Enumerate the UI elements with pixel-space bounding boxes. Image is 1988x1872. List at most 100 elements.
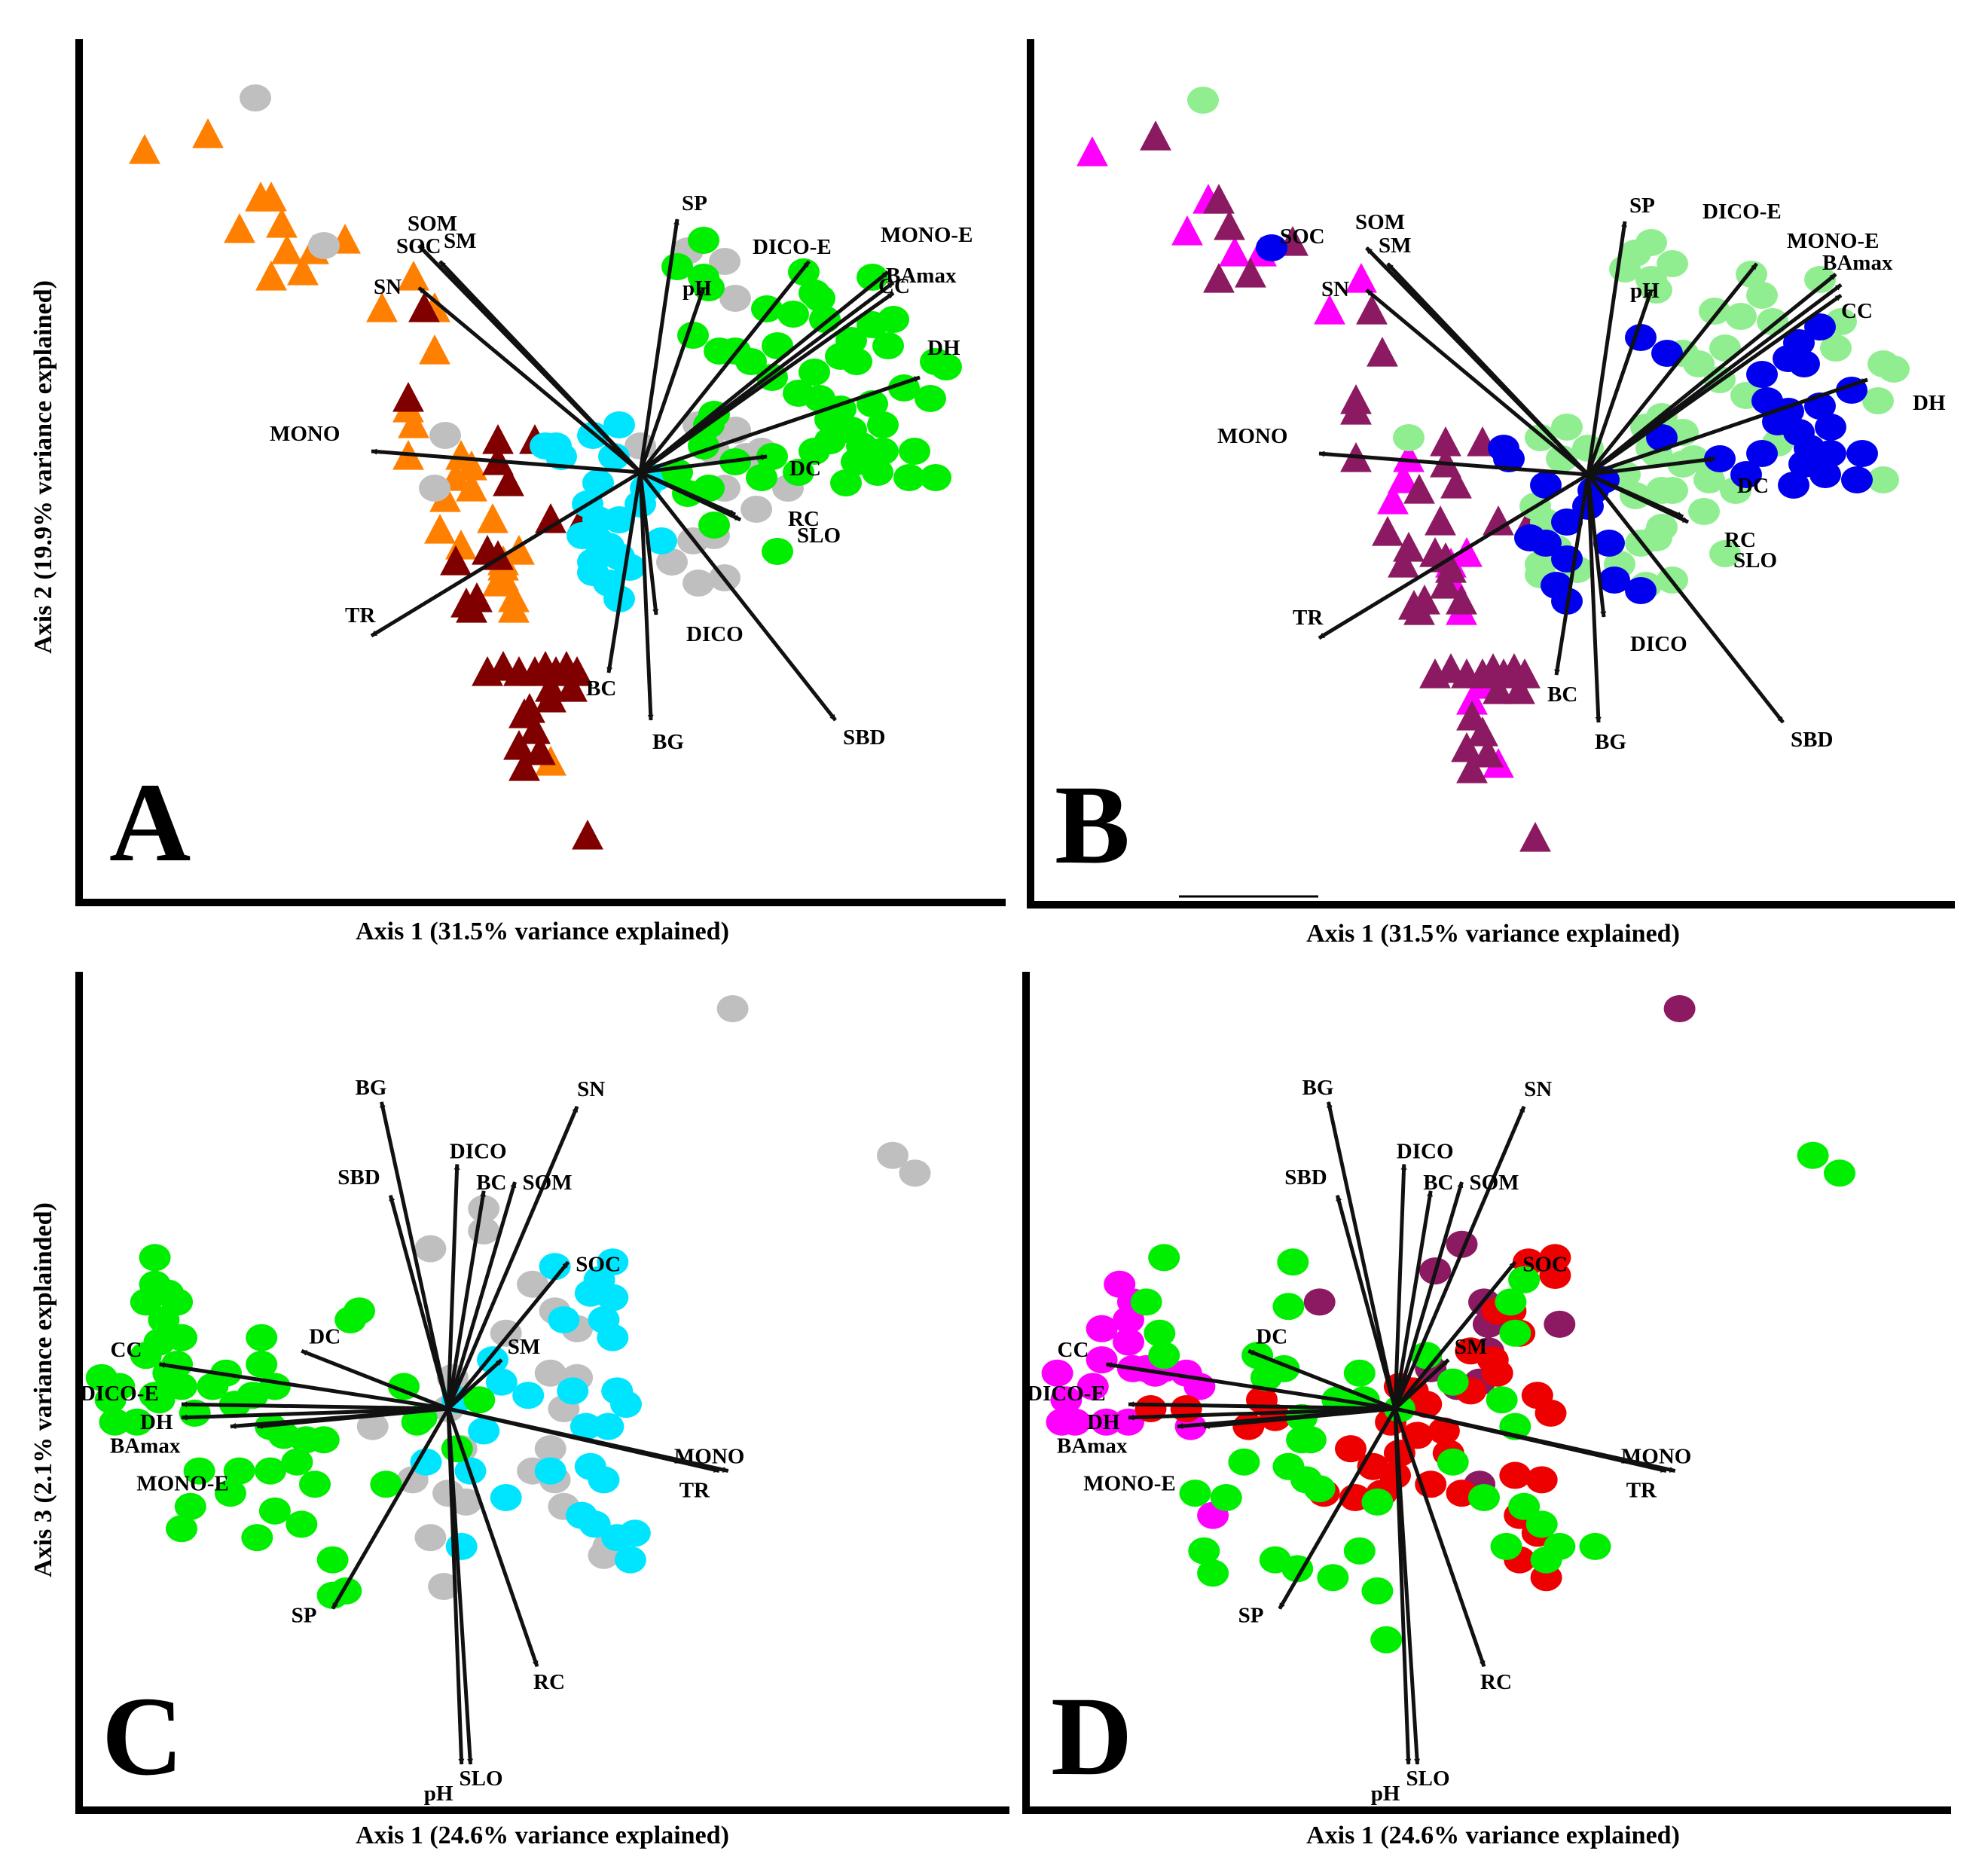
panel-d-vector-bc	[1393, 1190, 1433, 1409]
panel-c-point-green-circle-41	[370, 1470, 402, 1498]
panel-b-point-magenta-triangle-16	[1456, 685, 1488, 715]
panel-d-point-green-circle-26	[1370, 1626, 1403, 1654]
panel-c-point-cyan-circle-28	[485, 1368, 518, 1396]
panel-b-point-blue-circle-17	[1846, 440, 1878, 467]
panel-b-point-purple-triangle-0	[1140, 121, 1171, 151]
panel-a-vector-label-dico-e: DICO-E	[753, 235, 832, 259]
panel-b-vector-label-sp: SP	[1629, 194, 1655, 218]
panel-d-point-green-circle-0	[1797, 1141, 1829, 1169]
panel-c-point-cyan-circle-16	[588, 1466, 620, 1494]
panel-b-vector-mono-e	[1586, 273, 1837, 476]
panel-a-point-orange-triangle-24	[424, 514, 456, 544]
panel-b-point-magenta-triangle-6	[1345, 263, 1377, 293]
panel-b-point-lightgreen-circle-39	[1546, 445, 1577, 472]
panel-d-letter: D	[1051, 1674, 1132, 1799]
panel-a-point-green-circle-35	[698, 512, 730, 539]
panel-c-point-grey-circle-20	[414, 1524, 447, 1552]
panel-a-point-green-circle-37	[756, 443, 788, 470]
panel-b-point-blue-circle-26	[1530, 472, 1562, 499]
panel-c-vector-label-sbd: SBD	[337, 1165, 380, 1189]
panel-d-x-axis-title: Axis 1 (24.6% variance explained)	[1306, 1822, 1680, 1849]
panel-b-point-blue-circle-1	[1746, 361, 1778, 388]
panel-d-vector-label-dico: DICO	[1397, 1140, 1454, 1164]
panel-b-point-lightgreen-circle-1	[1393, 424, 1425, 451]
panel-a-point-grey-circle-5	[709, 248, 741, 275]
panel-d-point-green-circle-33	[1437, 1448, 1469, 1476]
panel-b-vector-bg	[1586, 474, 1602, 723]
panel-a-point-green-circle-10	[799, 359, 830, 386]
panel-b-point-lightgreen-circle-48	[1709, 540, 1741, 567]
panel-b-point-purple-triangle-41	[1372, 516, 1403, 546]
panel-b-point-blue-circle-13	[1746, 440, 1778, 467]
panel-c-point-green-circle-27	[281, 1448, 313, 1476]
panel-b-vector-dico-e	[1586, 262, 1758, 476]
panel-c-point-cyan-circle-13	[601, 1377, 634, 1405]
panel-b-point-purple-triangle-3	[1214, 210, 1245, 240]
panel-c-point-green-circle-7	[161, 1351, 194, 1378]
panel-a-point-green-circle-55	[857, 264, 888, 291]
panel-a-vector-mono	[371, 448, 641, 475]
panel-b-vector-dico	[1586, 474, 1607, 618]
panel-c-point-grey-circle-1	[877, 1141, 908, 1169]
panel-a-vector-label-dc: DC	[789, 457, 821, 481]
panel-d-vector-label-rc: RC	[1480, 1670, 1512, 1694]
panel-b-point-magenta-triangle-2	[1171, 215, 1203, 246]
panel-b-point-purple-triangle-42	[1393, 532, 1425, 562]
panel-d-point-green-circle-16	[1250, 1364, 1282, 1391]
panel-d-vector-label-dico-e: DICO-E	[1027, 1382, 1106, 1406]
panel-c-point-cyan-circle-14	[534, 1457, 566, 1485]
panel-d-point-green-circle-31	[1495, 1288, 1527, 1316]
panel-c-point-green-circle-51	[152, 1279, 185, 1307]
panel-b-vector-label-ph: pH	[1630, 279, 1660, 303]
panel-d-vector-label-dc: DC	[1256, 1324, 1287, 1348]
panel-c-point-green-circle-46	[246, 1324, 278, 1351]
panel-d-point-green-circle-25	[1361, 1577, 1394, 1605]
panel-d-point-purple-circle-11	[1544, 1310, 1576, 1338]
panel-a-vector-tr	[370, 470, 642, 638]
panel-b-point-purple-triangle-35	[1472, 738, 1504, 768]
panel-b-vector-label-dico-e: DICO-E	[1702, 200, 1782, 224]
panel-b-point-purple-triangle-37	[1519, 822, 1551, 852]
panel-b-vector-dc	[1587, 456, 1715, 477]
panel-a-point-green-circle-44	[899, 438, 930, 465]
panel-a-point-darkred-triangle-28	[508, 751, 540, 781]
panel-a-point-green-circle-26	[762, 332, 793, 359]
panel-b-point-lightgreen-circle-0	[1187, 87, 1219, 114]
panel-c-vector-dico	[446, 1163, 460, 1409]
panel-c-vector-cc	[158, 1362, 449, 1411]
panel-d-point-green-circle-34	[1468, 1484, 1500, 1511]
panel-b-vector-label-cc: CC	[1841, 299, 1873, 323]
panel-b-point-purple-triangle-34	[1451, 732, 1483, 762]
panel-a-vector-sm	[438, 260, 642, 474]
panel-a-point-orange-triangle-3	[224, 213, 255, 243]
panel-d-point-red-circle-21	[1335, 1435, 1367, 1463]
panel-a-vector-label-sbd: SBD	[843, 725, 885, 750]
panel-a-point-darkred-triangle-26	[503, 730, 535, 760]
panel-b-point-lightgreen-circle-6	[1657, 250, 1688, 277]
panel-d-point-magenta-circle-11	[1041, 1359, 1073, 1387]
panel-d-vector-bg	[1327, 1101, 1397, 1409]
panel-b-point-lightgreen-circle-9	[1746, 282, 1778, 309]
panel-b-point-lightgreen-circle-51	[1693, 466, 1725, 493]
panel-b-point-purple-triangle-19	[1419, 537, 1451, 567]
panel-c-x-axis-title: Axis 1 (24.6% variance explained)	[356, 1822, 729, 1849]
panel-a-point-green-circle-28	[809, 306, 841, 333]
panel-d-point-magenta-circle-2	[1113, 1306, 1144, 1333]
panel-a-point-grey-circle-6	[719, 285, 751, 312]
panel-a-y-axis-title: Axis 2 (19.9% variance explained)	[29, 280, 57, 654]
panel-b-point-magenta-triangle-9	[1388, 463, 1419, 493]
panel-d-point-green-circle-47	[1228, 1448, 1260, 1476]
panel-a-point-green-circle-20	[915, 385, 946, 412]
panel-a-vector-label-som: SOM	[408, 212, 457, 236]
panel-b-vector-label-mono-e: MONO-E	[1787, 229, 1879, 253]
panel-b-vector-label-sbd: SBD	[1791, 728, 1833, 752]
panel-d-vector-label-bc: BC	[1423, 1171, 1453, 1195]
panel-b-vector-sn	[1365, 289, 1589, 476]
panel-a-point-green-circle-24	[841, 348, 872, 375]
panel-b-point-lightgreen-circle-5	[1635, 229, 1667, 256]
panel-a-point-orange-triangle-0	[129, 134, 160, 164]
panel-a-point-grey-circle-14	[656, 548, 688, 576]
panel-a-vector-label-bc: BC	[586, 676, 616, 701]
